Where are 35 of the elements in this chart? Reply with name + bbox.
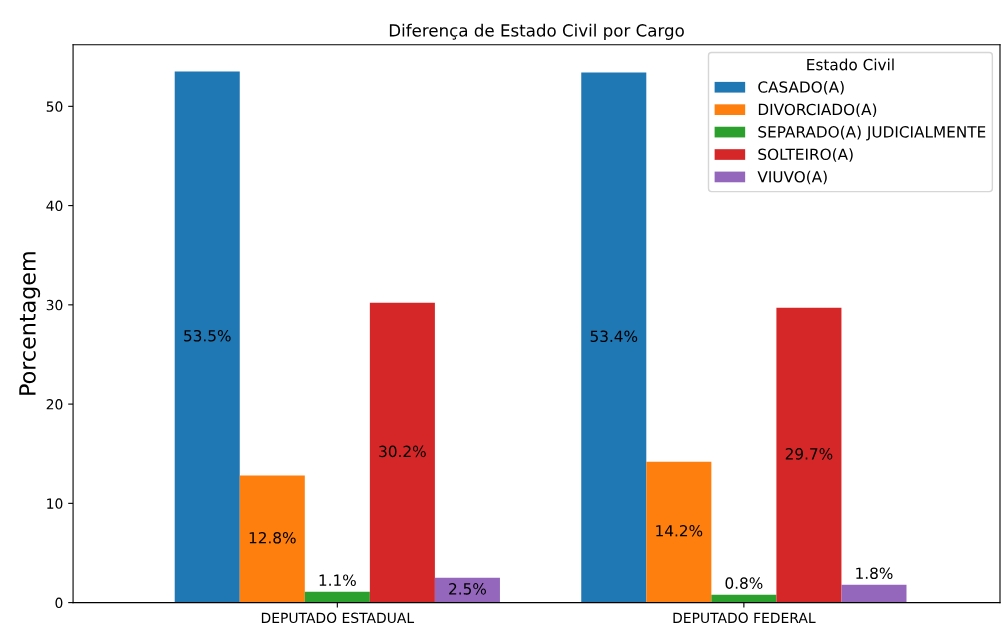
bar <box>174 71 240 603</box>
bar <box>646 461 712 603</box>
data-label: 14.2% <box>656 525 703 537</box>
y-axis-title: Porcentagem <box>19 252 41 395</box>
bar <box>239 475 305 603</box>
legend-label: VIUVO(A) <box>757 170 827 185</box>
bar <box>581 72 647 603</box>
legend-title: Estado Civil <box>807 58 894 71</box>
x-tick-label: DEPUTADO FEDERAL <box>673 612 816 624</box>
y-tick-label: 30 <box>46 299 63 311</box>
legend-label: SEPARADO(A) JUDICIALMENTE <box>758 125 986 141</box>
y-tick-label: 40 <box>46 200 63 212</box>
x-tick-label: DEPUTADO ESTADUAL <box>261 612 415 624</box>
y-tick-label: 0 <box>55 597 63 609</box>
bar <box>434 577 500 603</box>
data-label: 29.7% <box>785 448 833 460</box>
legend-label: SOLTEIRO(A) <box>758 148 853 162</box>
bar <box>841 584 907 603</box>
data-label: 0.8% <box>725 577 763 589</box>
legend-label: CASADO(A) <box>758 80 844 95</box>
data-label: 2.5% <box>449 583 486 595</box>
data-label: 30.2% <box>379 445 426 458</box>
data-label: 53.5% <box>184 329 231 342</box>
data-label: 1.8% <box>856 567 893 579</box>
data-label: 53.4% <box>590 330 638 343</box>
bar <box>776 307 842 603</box>
bar <box>369 302 435 603</box>
bar <box>304 591 370 603</box>
data-label: 1.1% <box>319 574 356 586</box>
chart-title: Diferença de Estado Civil por Cargo <box>389 23 684 40</box>
y-tick-label: 50 <box>46 101 63 112</box>
data-label: 12.8% <box>249 531 296 544</box>
legend-label: DIVORCIADO(A) <box>758 103 877 118</box>
y-tick-label: 10 <box>47 498 63 509</box>
y-tick-label: 20 <box>46 399 63 410</box>
